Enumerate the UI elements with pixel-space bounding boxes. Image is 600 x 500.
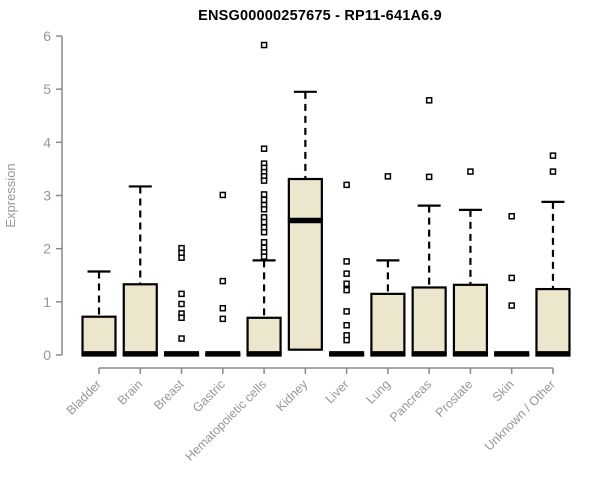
outlier-point: [219, 277, 227, 285]
outlier-point: [549, 168, 557, 175]
box-group-brain: Brain: [115, 185, 158, 408]
box-group-bladder: Bladder: [64, 270, 117, 418]
outlier-point: [260, 206, 268, 213]
x-tick-label: Lung: [363, 377, 393, 407]
outlier-point: [178, 300, 185, 308]
outlier-point: [343, 258, 350, 265]
outlier-point: [178, 335, 185, 342]
outlier-point: [384, 173, 392, 180]
outlier-point: [425, 97, 433, 104]
outlier-point: [260, 253, 268, 260]
chart-title: ENSG00000257675 - RP11-641A6.9: [198, 8, 442, 24]
outlier-point: [467, 168, 474, 175]
outlier-point: [219, 304, 227, 312]
outlier-point: [178, 290, 185, 298]
outlier-point: [260, 196, 268, 204]
outlier-point: [260, 239, 268, 246]
x-tick-label: Hematopoietic cells: [183, 377, 270, 464]
box-iqr: [81, 315, 117, 357]
outlier-point: [549, 152, 557, 159]
outlier-point: [343, 336, 350, 344]
x-tick-label: Pancreas: [387, 377, 434, 424]
box-iqr: [452, 283, 489, 357]
outlier-point: [260, 191, 268, 198]
outlier-point: [508, 302, 515, 309]
outlier-point: [343, 308, 350, 315]
outlier-point: [178, 254, 185, 261]
outlier-point: [343, 321, 350, 329]
box-iqr: [411, 286, 447, 357]
outlier-point: [508, 212, 515, 220]
x-tick-label: Prostate: [433, 377, 476, 420]
outlier-point: [178, 314, 185, 322]
box-group-liver: Liver: [323, 181, 365, 406]
x-tick-label: Brain: [115, 377, 146, 408]
y-tick-label: 2: [43, 241, 51, 257]
box-iqr: [122, 283, 158, 357]
box-group-gastric: Gastric: [190, 191, 241, 415]
outlier-point: [343, 280, 350, 288]
x-tick-label: Skin: [490, 377, 517, 404]
outlier-point: [425, 173, 433, 181]
outlier-point: [260, 228, 268, 236]
outlier-point: [219, 191, 227, 199]
outlier-point: [260, 218, 268, 226]
outlier-point: [260, 145, 268, 152]
box-group-kidney: Kidney: [274, 90, 323, 414]
x-tick-label: Liver: [323, 377, 352, 406]
x-tick-label: Gastric: [190, 377, 228, 415]
box-iqr: [287, 177, 323, 351]
box-iqr: [246, 316, 282, 357]
y-tick-label: 6: [43, 28, 51, 44]
y-tick-label: 0: [43, 347, 51, 363]
box-group-lung: Lung: [363, 173, 406, 407]
x-tick-label: Breast: [151, 377, 187, 413]
y-tick-label: 1: [43, 294, 51, 310]
outlier-point: [219, 315, 227, 323]
box-group-breast: Breast: [151, 244, 200, 413]
x-tick-label: Bladder: [64, 377, 104, 417]
y-tick-label: 4: [43, 134, 51, 150]
x-tick-label: Unknown / Other: [482, 377, 558, 453]
outlier-point: [260, 177, 268, 184]
y-tick-label: 3: [43, 188, 51, 204]
y-axis-label: Expression: [3, 163, 18, 227]
box-iqr: [370, 292, 406, 357]
x-tick-label: Kidney: [274, 377, 311, 414]
outlier-point: [343, 181, 350, 189]
box-iqr: [535, 287, 571, 357]
outlier-point: [260, 41, 268, 49]
outlier-point: [508, 274, 515, 282]
outlier-point: [343, 286, 350, 294]
box-group-unknown-other: Unknown / Other: [482, 152, 571, 453]
box-group-skin: Skin: [490, 212, 530, 404]
y-tick-label: 5: [43, 81, 51, 97]
outlier-point: [343, 270, 350, 277]
